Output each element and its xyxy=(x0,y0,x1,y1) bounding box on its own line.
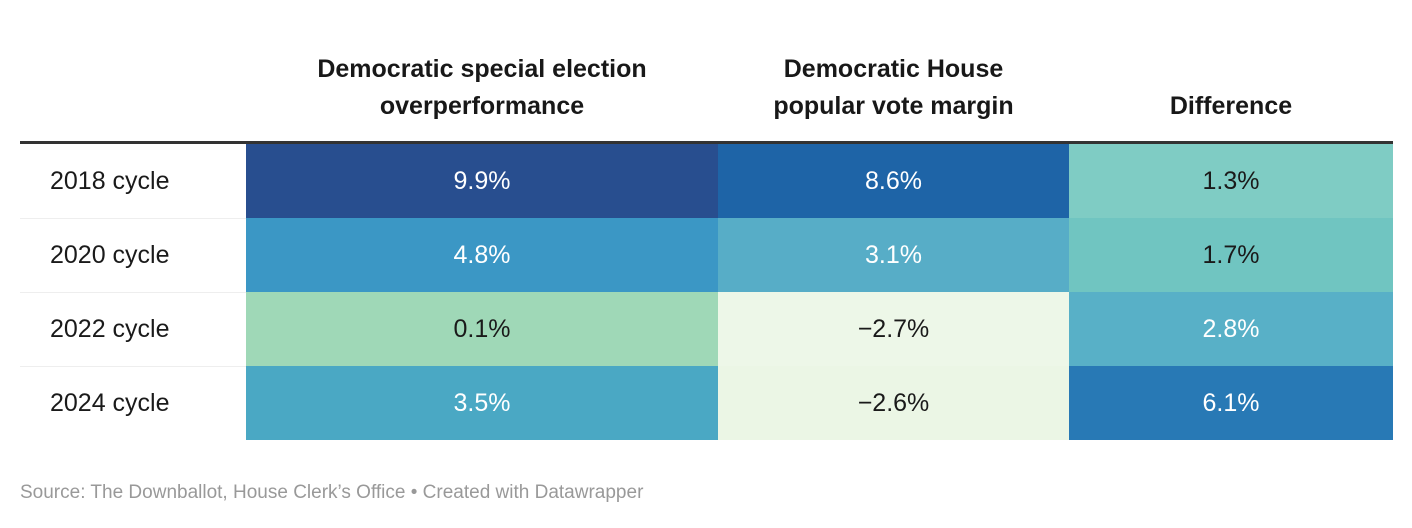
column-header-overperformance: Democratic special election overperforma… xyxy=(317,55,647,120)
row-label: 2018 cycle xyxy=(20,144,246,218)
value-cell: 6.1% xyxy=(1069,366,1393,440)
value-cell: 9.9% xyxy=(246,144,718,218)
value-cell: 0.1% xyxy=(246,292,718,366)
corner-spacer xyxy=(20,125,246,141)
table-row-2024: 2024 cycle 3.5% −2.6% 6.1% xyxy=(20,366,1393,440)
source-line: Source: The Downballot, House Clerk’s Of… xyxy=(20,482,644,503)
value-cell: 1.3% xyxy=(1069,144,1393,218)
value-cell: 1.7% xyxy=(1069,218,1393,292)
row-label: 2024 cycle xyxy=(20,366,246,440)
value-cell: −2.7% xyxy=(718,292,1069,366)
table-row-2018: 2018 cycle 9.9% 8.6% 1.3% xyxy=(20,144,1393,218)
value-cell: 2.8% xyxy=(1069,292,1393,366)
column-header-difference: Difference xyxy=(1169,92,1293,120)
row-label: 2022 cycle xyxy=(20,292,246,366)
value-cell: 8.6% xyxy=(718,144,1069,218)
value-cell: −2.6% xyxy=(718,366,1069,440)
table-header-row: Democratic special election overperforma… xyxy=(20,0,1393,144)
column-header-popular-vote: Democratic House popular vote margin xyxy=(773,55,1014,120)
value-cell: 3.5% xyxy=(246,366,718,440)
value-cell: 4.8% xyxy=(246,218,718,292)
value-cell: 3.1% xyxy=(718,218,1069,292)
row-label: 2020 cycle xyxy=(20,218,246,292)
table-row-2022: 2022 cycle 0.1% −2.7% 2.8% xyxy=(20,292,1393,366)
table-row-2020: 2020 cycle 4.8% 3.1% 1.7% xyxy=(20,218,1393,292)
heatmap-table: Democratic special election overperforma… xyxy=(20,0,1393,440)
